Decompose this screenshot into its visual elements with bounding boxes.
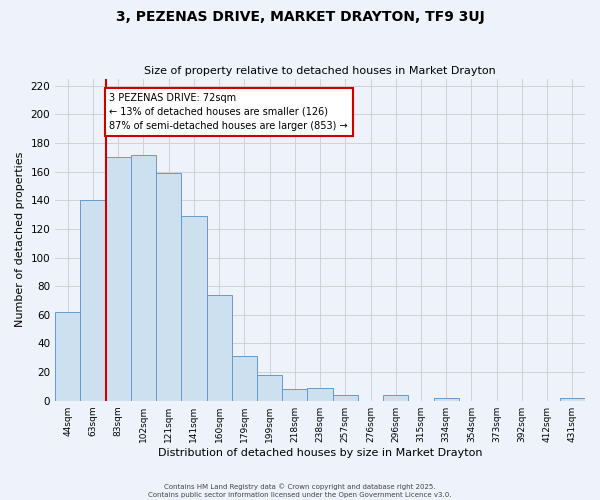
Text: 3 PEZENAS DRIVE: 72sqm
← 13% of detached houses are smaller (126)
87% of semi-de: 3 PEZENAS DRIVE: 72sqm ← 13% of detached…	[109, 93, 348, 131]
Text: Contains HM Land Registry data © Crown copyright and database right 2025.
Contai: Contains HM Land Registry data © Crown c…	[148, 484, 452, 498]
Bar	[307, 388, 332, 400]
Bar	[181, 216, 206, 400]
Bar	[257, 375, 282, 400]
Title: Size of property relative to detached houses in Market Drayton: Size of property relative to detached ho…	[144, 66, 496, 76]
Text: 3, PEZENAS DRIVE, MARKET DRAYTON, TF9 3UJ: 3, PEZENAS DRIVE, MARKET DRAYTON, TF9 3U…	[116, 10, 484, 24]
Bar	[131, 154, 156, 400]
X-axis label: Distribution of detached houses by size in Market Drayton: Distribution of detached houses by size …	[158, 448, 482, 458]
Bar	[80, 200, 106, 400]
Bar	[156, 173, 181, 400]
Bar	[282, 390, 307, 400]
Y-axis label: Number of detached properties: Number of detached properties	[15, 152, 25, 328]
Bar	[383, 395, 409, 400]
Bar	[106, 158, 131, 400]
Bar	[332, 395, 358, 400]
Bar	[232, 356, 257, 401]
Bar	[55, 312, 80, 400]
Bar	[434, 398, 459, 400]
Bar	[206, 295, 232, 401]
Bar	[560, 398, 585, 400]
